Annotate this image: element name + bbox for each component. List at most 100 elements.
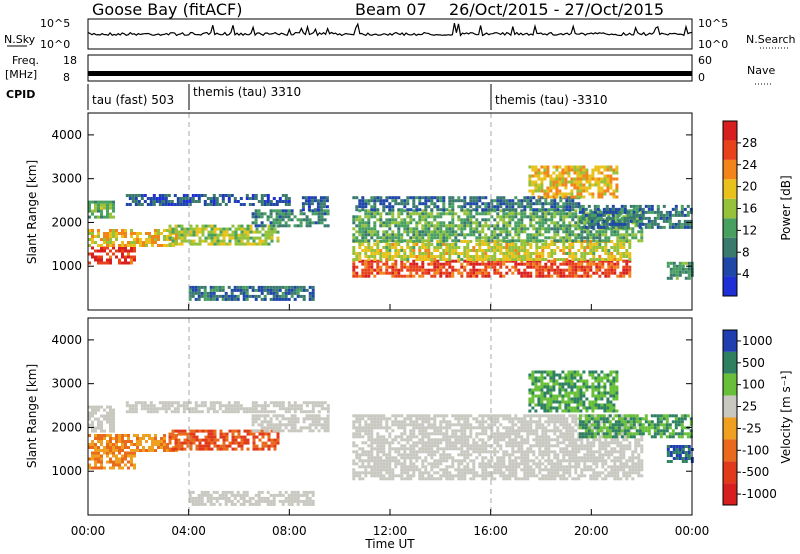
heatmap-cell-region-7	[436, 462, 440, 466]
heatmap-cell-region-1	[88, 244, 91, 247]
heatmap-cell-region-9	[436, 246, 440, 249]
heatmap-cell-region-1	[166, 238, 169, 241]
heatmap-cell-region-6	[313, 208, 317, 212]
heatmap-cell-region-3	[197, 404, 201, 408]
heatmap-cell-region-10	[388, 221, 392, 225]
heatmap-cell-region-4	[195, 435, 199, 439]
heatmap-cell-region-7	[457, 423, 461, 427]
heatmap-cell-region-1	[160, 232, 163, 235]
heatmap-cell-region-10	[553, 230, 557, 234]
heatmap-cell-region-7	[448, 447, 452, 451]
heatmap-cell-region-9	[424, 258, 428, 261]
heatmap-cell-region-13	[653, 222, 657, 226]
heatmap-cell-region-12	[612, 171, 616, 175]
heatmap-cell-region-0	[124, 255, 127, 259]
heatmap-cell-region-4	[216, 444, 220, 448]
heatmap-cell-region-8	[424, 271, 428, 275]
heatmap-cell-region-7	[397, 414, 401, 418]
heatmap-cell-region-1	[142, 434, 145, 437]
heatmap-cell-region-7	[296, 294, 300, 298]
heatmap-cell-region-13	[650, 204, 654, 208]
heatmap-cell-region-11	[469, 196, 473, 200]
heatmap-cell-region-10	[535, 230, 539, 234]
heatmap-cell-region-5	[314, 420, 318, 424]
heatmap-cell-region-14	[681, 261, 685, 265]
heatmap-cell-region-9	[448, 252, 452, 255]
heatmap-cell-region-0	[88, 457, 91, 461]
heatmap-cell-region-0	[88, 466, 91, 470]
heatmap-cell-region-4	[204, 227, 208, 231]
heatmap-cell-region-4	[231, 236, 235, 240]
heatmap-cell-region-10	[529, 221, 533, 225]
heatmap-cell-region-10	[427, 215, 431, 219]
heatmap-cell-region-4	[228, 236, 232, 240]
heatmap-cell-region-7	[388, 465, 392, 469]
heatmap-cell-region-4	[186, 233, 190, 237]
heatmap-cell-region-11	[400, 202, 404, 206]
heatmap-cell-region-4	[246, 230, 250, 234]
heatmap-cell-region-10	[562, 215, 566, 219]
heatmap-cell-region-11	[499, 199, 503, 203]
heatmap-cell-region-7	[203, 285, 207, 289]
heatmap-cell-region-9	[601, 249, 605, 252]
heatmap-cell-region-4	[261, 239, 265, 243]
heatmap-cell-region-0	[97, 255, 100, 259]
heatmap-cell-region-8	[553, 262, 557, 266]
heatmap-cell-region-7	[376, 441, 380, 445]
heatmap-cell-region-9	[352, 252, 356, 255]
heatmap-cell-region-7	[373, 462, 377, 466]
heatmap-cell-region-11	[511, 202, 515, 206]
heatmap-cell-region-9	[394, 243, 398, 246]
heatmap-cell-region-10	[556, 233, 560, 237]
heatmap-cell-region-7	[463, 420, 467, 424]
heatmap-cell-region-7	[245, 297, 249, 301]
heatmap-cell-region-10	[484, 239, 488, 243]
heatmap-cell-region-7	[484, 441, 488, 445]
heatmap-cell-region-6	[319, 199, 323, 203]
heatmap-cell-region-9	[397, 252, 401, 255]
heatmap-cell-region-9	[433, 249, 437, 252]
heatmap-cell-region-10	[448, 221, 452, 225]
heatmap-cell-region-3	[194, 404, 198, 408]
heatmap-cell-region-9	[511, 243, 515, 246]
heatmap-cell-region-4	[213, 435, 217, 439]
heatmap-cell-region-9	[361, 243, 365, 246]
heatmap-cell-region-12	[561, 195, 565, 199]
heatmap-cell-region-7	[481, 432, 485, 436]
heatmap-cell-region-12	[615, 183, 619, 187]
heatmap-cell-region-7	[209, 285, 213, 289]
heatmap-cell-region-7	[352, 432, 356, 436]
heatmap-cell-region-6	[209, 493, 213, 497]
heatmap-cell-region-5	[290, 420, 294, 424]
heatmap-cell-region-7	[454, 414, 458, 418]
heatmap-cell-region-10	[541, 218, 545, 222]
heatmap-cell-region-9	[412, 240, 416, 243]
heatmap-cell-region-5	[269, 212, 273, 216]
heatmap-cell-region-9	[427, 255, 431, 258]
heatmap-cell-region-9	[553, 249, 557, 252]
heatmap-cell-region-8	[421, 262, 425, 266]
heatmap-cell-region-3	[323, 401, 327, 405]
heatmap-cell-region-13	[638, 216, 642, 220]
heatmap-cell-region-10	[499, 239, 503, 243]
heatmap-cell-region-9	[595, 249, 599, 252]
heatmap-cell-region-10	[571, 218, 575, 222]
heatmap-cell-region-12	[537, 168, 541, 172]
heatmap-cell-region-4	[219, 444, 223, 448]
heatmap-cell-region-11	[379, 199, 383, 203]
heatmap-cell-region-1	[112, 229, 115, 232]
heatmap-cell-region-6	[194, 496, 198, 500]
heatmap-cell-region-11	[523, 208, 527, 212]
heatmap-cell-region-0	[115, 255, 118, 259]
heatmap-cell-region-12	[537, 177, 541, 181]
heatmap-cell-region-4	[204, 429, 208, 433]
heatmap-cell-region-4	[210, 441, 214, 445]
heatmap-cell-region-7	[424, 441, 428, 445]
heatmap-cell-region-4	[222, 447, 226, 451]
heatmap-cell-region-14	[669, 270, 673, 274]
heatmap-cell-region-12	[585, 168, 589, 172]
heatmap-cell-region-3	[131, 404, 135, 408]
heatmap-cell-region-0	[127, 252, 130, 256]
heatmap-cell-region-3	[251, 203, 255, 206]
heatmap-cell-region-8	[367, 262, 371, 266]
